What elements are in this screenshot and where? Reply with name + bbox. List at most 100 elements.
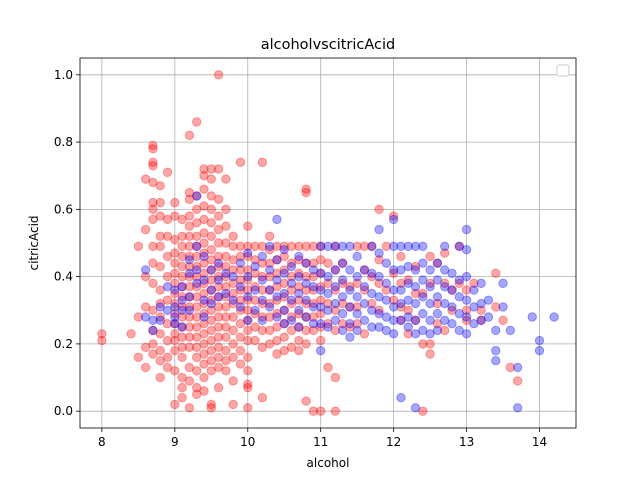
data-point <box>250 295 260 305</box>
data-point <box>148 339 158 349</box>
data-point <box>162 352 173 363</box>
data-point <box>221 282 231 292</box>
data-point <box>264 241 275 252</box>
data-point <box>454 241 464 252</box>
data-point <box>316 335 326 346</box>
data-point <box>279 305 289 315</box>
data-point <box>148 325 158 336</box>
data-point <box>192 261 202 272</box>
data-point <box>272 241 282 252</box>
data-point <box>221 204 231 215</box>
data-point <box>177 305 187 315</box>
data-point <box>323 258 333 268</box>
data-point <box>337 298 348 309</box>
data-point <box>206 298 216 309</box>
data-point <box>199 329 209 339</box>
data-point <box>367 268 377 278</box>
data-point <box>192 218 202 228</box>
data-point <box>396 285 406 295</box>
data-point <box>250 285 260 295</box>
data-point <box>133 241 144 252</box>
data-point <box>257 241 268 252</box>
data-point <box>235 302 246 312</box>
data-point <box>491 345 501 356</box>
data-point <box>272 349 282 359</box>
data-point <box>192 302 202 312</box>
data-point <box>177 282 187 292</box>
data-point <box>184 292 195 302</box>
data-point <box>184 403 195 413</box>
y-tick-label: 0.4 <box>54 270 73 284</box>
data-point <box>308 258 319 268</box>
data-point <box>294 288 304 299</box>
data-point <box>243 271 253 282</box>
data-point <box>140 302 151 312</box>
data-point <box>294 305 304 315</box>
data-point <box>279 305 289 315</box>
data-point <box>243 265 253 275</box>
data-point <box>177 251 187 262</box>
data-point <box>330 241 340 252</box>
data-point <box>221 366 231 376</box>
data-point <box>301 278 311 289</box>
data-point <box>243 403 253 413</box>
data-point <box>345 285 355 295</box>
data-point <box>213 282 224 292</box>
data-point <box>243 335 253 346</box>
x-tick-label: 9 <box>171 435 179 449</box>
data-point <box>184 322 195 332</box>
data-point <box>308 265 319 275</box>
data-point <box>170 329 180 339</box>
data-point <box>388 214 399 225</box>
data-point <box>396 298 406 309</box>
data-point <box>396 315 406 326</box>
data-point <box>272 268 282 278</box>
data-point <box>221 251 231 262</box>
data-point <box>228 255 238 265</box>
data-point <box>243 352 253 363</box>
data-point <box>221 268 231 278</box>
x-tick-label: 8 <box>98 435 106 449</box>
data-point <box>425 282 435 292</box>
data-point <box>192 271 202 282</box>
data-point <box>235 275 246 285</box>
data-point <box>381 312 392 322</box>
data-point <box>148 160 158 171</box>
data-point <box>243 251 253 262</box>
data-point <box>170 234 180 245</box>
data-point <box>388 265 399 275</box>
data-point <box>228 271 238 282</box>
data-point <box>367 288 377 299</box>
data-point <box>140 265 151 275</box>
data-point <box>410 298 421 309</box>
data-point <box>294 345 304 356</box>
data-point <box>388 268 399 278</box>
data-point <box>192 241 202 252</box>
data-point <box>250 261 260 272</box>
data-point <box>403 241 413 252</box>
data-point <box>447 302 457 312</box>
data-point <box>352 292 362 302</box>
data-point <box>170 258 180 268</box>
data-point <box>184 268 195 278</box>
data-point <box>199 248 209 258</box>
data-point <box>374 305 384 315</box>
data-point <box>199 386 209 396</box>
data-point <box>534 335 545 346</box>
data-point <box>447 268 457 278</box>
data-point <box>250 335 260 346</box>
data-point <box>447 285 457 295</box>
plot-frame <box>79 57 577 429</box>
data-point <box>286 261 297 272</box>
data-point <box>330 265 340 275</box>
data-point <box>199 372 209 383</box>
data-point <box>170 211 180 221</box>
data-point <box>257 285 268 295</box>
data-point <box>374 255 384 265</box>
data-point <box>279 292 289 302</box>
data-point <box>286 342 297 352</box>
data-point <box>264 265 275 275</box>
data-point <box>162 167 173 178</box>
data-point <box>381 258 392 268</box>
